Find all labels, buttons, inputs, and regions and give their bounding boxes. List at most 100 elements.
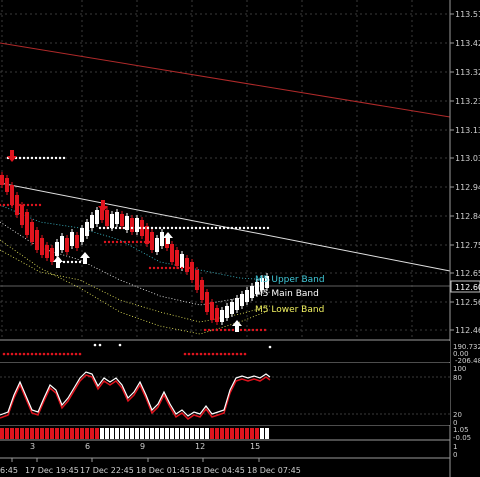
bollinger-band-line (0, 204, 271, 281)
current-price-label: 112.609 (455, 283, 480, 292)
signal-dot (102, 226, 106, 230)
time-axis[interactable]: 6:45 17 Dec 19:45 17 Dec 22:45 18 Dec 01:45… (0, 458, 301, 475)
bar-number: 15 (250, 442, 260, 451)
price-label: 112.465 (455, 326, 480, 335)
trend-bar (150, 428, 154, 439)
trend-bar-indicator[interactable] (0, 428, 269, 439)
cci-zero-label: 0.00 (453, 350, 469, 358)
extra-bottom-label: 0 (453, 451, 457, 459)
extra-top-label: 1 (453, 443, 457, 451)
price-label: 112.560 (455, 298, 480, 307)
stoch-80-label: 80 (453, 374, 462, 382)
candle-body (85, 222, 89, 236)
candle-body (20, 205, 24, 225)
candle-body (5, 178, 9, 192)
signal-dot (246, 226, 250, 230)
signal-dot (162, 226, 166, 230)
signal-dot (139, 240, 143, 244)
signal-dot (10, 203, 14, 207)
cci-dot (34, 352, 38, 356)
candle-body (35, 230, 39, 250)
stochastic-signal-line (0, 374, 271, 420)
time-label: 18 Dec 01:45 (136, 466, 190, 475)
trend-bar (120, 428, 124, 439)
cci-dot (231, 352, 235, 356)
signal-dot (135, 240, 139, 244)
candle-body (245, 290, 249, 302)
trend-bar (250, 428, 254, 439)
cci-dot (54, 352, 58, 356)
signal-dot (115, 240, 119, 244)
price-label: 113.130 (455, 126, 480, 135)
signal-dot (18, 203, 22, 207)
signal-dot (26, 156, 30, 160)
stochastic-panel[interactable] (0, 363, 450, 425)
stoch-20-label: 20 (453, 411, 462, 419)
main-chart-panel[interactable] (0, 0, 450, 340)
signal-dot (194, 226, 198, 230)
signal-dot (218, 226, 222, 230)
signal-dots (0, 156, 270, 332)
cci-dot (62, 352, 66, 356)
dots-indicator (2, 343, 272, 356)
signal-dot (239, 328, 243, 332)
signal-dot (234, 226, 238, 230)
signal-dot (198, 226, 202, 230)
trend-bar (160, 428, 164, 439)
signal-dot (46, 156, 50, 160)
cci-dot (98, 343, 102, 347)
signal-dot (262, 226, 266, 230)
buy-arrow-icon (163, 232, 173, 244)
cci-dot (195, 352, 199, 356)
dots-indicator-panel[interactable] (0, 341, 450, 362)
trend-bar (105, 428, 109, 439)
signal-dot (62, 260, 66, 264)
price-label: 112.940 (455, 183, 480, 192)
cci-dot (199, 352, 203, 356)
signal-dot (0, 203, 2, 207)
candle-body (205, 292, 209, 312)
trend-bar (0, 428, 4, 439)
cci-bottom-label: -206.483 (455, 357, 480, 365)
signal-dot (182, 226, 186, 230)
trend-bar (10, 428, 14, 439)
signal-dot (219, 328, 223, 332)
cci-dot (78, 352, 82, 356)
support-trendline[interactable] (0, 182, 451, 272)
signal-dot (103, 240, 107, 244)
signal-dot (138, 226, 142, 230)
trend-bar (130, 428, 134, 439)
signal-dot (170, 226, 174, 230)
signal-dot (148, 266, 152, 270)
signal-dot (54, 156, 58, 160)
signal-dot (207, 328, 211, 332)
trend-bar (235, 428, 239, 439)
candle-body (10, 185, 14, 205)
trend-bar (210, 428, 214, 439)
signal-dot (242, 226, 246, 230)
signal-dot (188, 266, 192, 270)
price-label: 113.035 (455, 154, 480, 163)
cci-dot (211, 352, 215, 356)
candle-body (45, 245, 49, 258)
signal-dot (70, 260, 74, 264)
signal-dot (255, 328, 259, 332)
cci-dot (30, 352, 34, 356)
cci-dot (183, 352, 187, 356)
candle-body (70, 232, 74, 246)
cci-dot (42, 352, 46, 356)
cci-dot (10, 352, 14, 356)
time-label: 18 Dec 07:45 (247, 466, 301, 475)
resistance-trendline[interactable] (0, 42, 451, 118)
trend-bar (75, 428, 79, 439)
bollinger-band-line (0, 239, 271, 335)
candle-body (130, 218, 134, 232)
trend-bar (95, 428, 99, 439)
signal-dot (206, 226, 210, 230)
cci-dot (66, 352, 70, 356)
price-axis[interactable]: 113.515 113.425 113.325 113.230 113.130 113.0… (450, 10, 480, 335)
trend-bar (220, 428, 224, 439)
current-price-box (450, 280, 480, 293)
candle-body (200, 280, 204, 300)
